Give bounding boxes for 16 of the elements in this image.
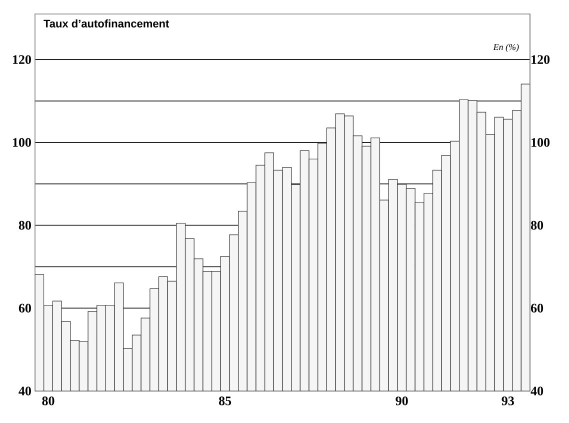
y-tick-label: 60 — [18, 304, 31, 313]
annotation: En (%) — [493, 44, 519, 52]
x-tick-label: 90 — [396, 396, 408, 406]
y2-tick-label: 60 — [530, 304, 544, 313]
x-tick-label: 85 — [218, 396, 232, 406]
x-tick-label: 93 — [502, 396, 514, 406]
x-tick-label: 80 — [42, 396, 54, 406]
y2-tick-label: 120 — [532, 55, 550, 64]
y2-tick-label: 40 — [530, 386, 544, 396]
y2-tick-label: 80 — [530, 220, 544, 230]
y-tick-label: 100 — [13, 138, 31, 147]
y-tick-label: 80 — [18, 220, 31, 230]
y-tick-label: 120 — [13, 55, 31, 64]
y-tick-label: 40 — [18, 386, 31, 396]
y2-tick-label: 100 — [532, 138, 550, 147]
chart-title: Taux d’autofinancement — [44, 19, 170, 28]
